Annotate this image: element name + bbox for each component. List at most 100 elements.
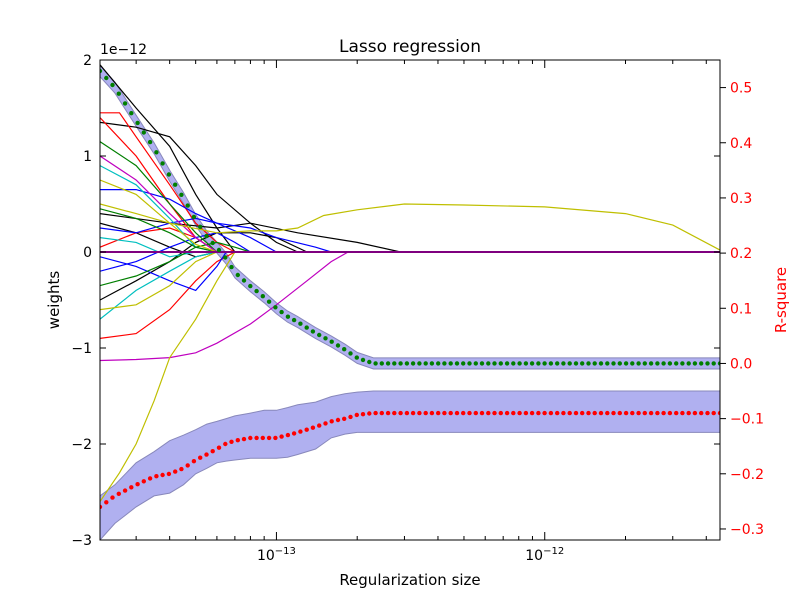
- train-r2-point: [279, 309, 284, 315]
- train-r2-point: [717, 361, 720, 366]
- test-r2-point: [717, 410, 720, 416]
- test-r2-point: [436, 410, 441, 416]
- train-r2-point: [436, 361, 441, 366]
- weight-path-10: [100, 217, 277, 253]
- weight-path-21: [100, 251, 236, 502]
- train-r2-point: [674, 361, 679, 366]
- test-r2-point: [279, 434, 284, 439]
- test-r2-point: [598, 410, 604, 416]
- test-r2-point: [623, 410, 629, 416]
- train-r2-point: [636, 361, 641, 366]
- weight-path-1: [100, 121, 298, 253]
- train-r2-point: [548, 361, 554, 366]
- plot-area: [100, 64, 720, 540]
- test-r2-point: [179, 466, 184, 472]
- test-r2-point: [291, 431, 297, 436]
- train-r2-point: [486, 361, 491, 366]
- train-r2-point: [160, 161, 165, 166]
- test-r2-point: [442, 410, 447, 416]
- test-r2-point: [580, 410, 585, 416]
- y-right-tick-label: 0.2: [730, 246, 752, 262]
- train-r2-point: [404, 361, 410, 366]
- test-r2-point: [617, 410, 622, 416]
- test-r2-point: [260, 435, 265, 441]
- test-r2-point: [367, 411, 372, 416]
- test-r2-point: [517, 410, 522, 416]
- test-r2-point: [100, 504, 103, 510]
- test-r2-point: [529, 410, 535, 416]
- train-r2-point: [605, 361, 610, 366]
- train-r2-point: [141, 130, 146, 135]
- train-r2-point: [511, 361, 516, 366]
- weight-path-24: [100, 179, 218, 253]
- train-r2-point: [204, 233, 209, 239]
- test-r2-point: [448, 410, 453, 416]
- test-r2-point: [630, 410, 635, 416]
- test-r2-point: [711, 410, 716, 416]
- test-r2-point: [479, 410, 485, 416]
- test-r2-point: [135, 482, 140, 487]
- x-tick-label-exponent: −13: [275, 546, 296, 557]
- train-r2-point: [166, 172, 172, 177]
- train-r2-point: [536, 361, 541, 366]
- train-r2-point: [504, 361, 510, 366]
- test-r2-point: [141, 479, 146, 484]
- test-r2-point: [667, 410, 673, 416]
- test-r2-point: [586, 410, 591, 416]
- train-r2-point: [517, 361, 522, 366]
- train-r2-point: [291, 317, 297, 323]
- test-r2-point: [511, 410, 516, 416]
- test-r2-point: [210, 449, 215, 454]
- test-r2-point: [605, 410, 610, 416]
- train-r2-point: [630, 361, 635, 366]
- y-offset-label: 1e−12: [100, 42, 147, 58]
- test-r2-point: [486, 410, 491, 416]
- train-r2-point: [467, 361, 472, 366]
- train-r2-point: [385, 361, 391, 366]
- test-r2-point: [160, 472, 165, 478]
- test-r2-point: [648, 410, 654, 416]
- test-r2-point: [561, 410, 566, 416]
- test-r2-point: [423, 410, 428, 416]
- plot-frame: [99, 59, 721, 541]
- test-r2-point: [191, 459, 197, 464]
- train-r2-point: [642, 361, 647, 366]
- train-r2-point: [342, 347, 347, 352]
- y-tick-label: −2: [71, 437, 92, 453]
- train-r2-point: [254, 288, 259, 294]
- test-r2-point: [354, 412, 359, 418]
- test-r2-point: [573, 410, 579, 416]
- train-r2-point: [122, 101, 128, 106]
- train-r2-point: [529, 361, 535, 366]
- train-r2-point: [410, 361, 416, 366]
- test-r2-point: [379, 410, 384, 416]
- test-r2-point: [285, 432, 291, 438]
- y-tick-label: 2: [83, 53, 92, 69]
- y-right-tick-label: −0.1: [730, 412, 764, 428]
- train-r2-point: [248, 283, 253, 289]
- train-r2-point: [692, 361, 698, 366]
- test-r2-point: [454, 410, 460, 416]
- test-r2-point: [147, 476, 153, 481]
- test-r2-point: [323, 421, 328, 426]
- train-r2-point: [586, 361, 591, 366]
- train-r2-point: [373, 361, 378, 366]
- x-tick-label-base: 10: [525, 548, 543, 564]
- test-r2-point: [235, 438, 240, 443]
- x-tick-label-exponent: −12: [543, 546, 564, 557]
- train-r2-point: [442, 361, 447, 366]
- y-tick-label: −1: [71, 341, 92, 357]
- test-r2-point: [129, 485, 134, 490]
- train-r2-point: [423, 361, 428, 366]
- test-r2-point: [342, 416, 347, 421]
- test-r2-point: [392, 410, 397, 416]
- train-r2-point: [699, 361, 704, 366]
- test-r2-point: [248, 435, 253, 441]
- axes: 210−1−2−30.50.40.30.20.10.0−0.1−0.2−0.31…: [71, 53, 764, 564]
- test-r2-point: [116, 491, 122, 496]
- test-r2-point: [592, 410, 597, 416]
- test-r2-point: [404, 410, 410, 416]
- test-r2-point: [461, 410, 466, 416]
- train-r2-point: [567, 361, 572, 366]
